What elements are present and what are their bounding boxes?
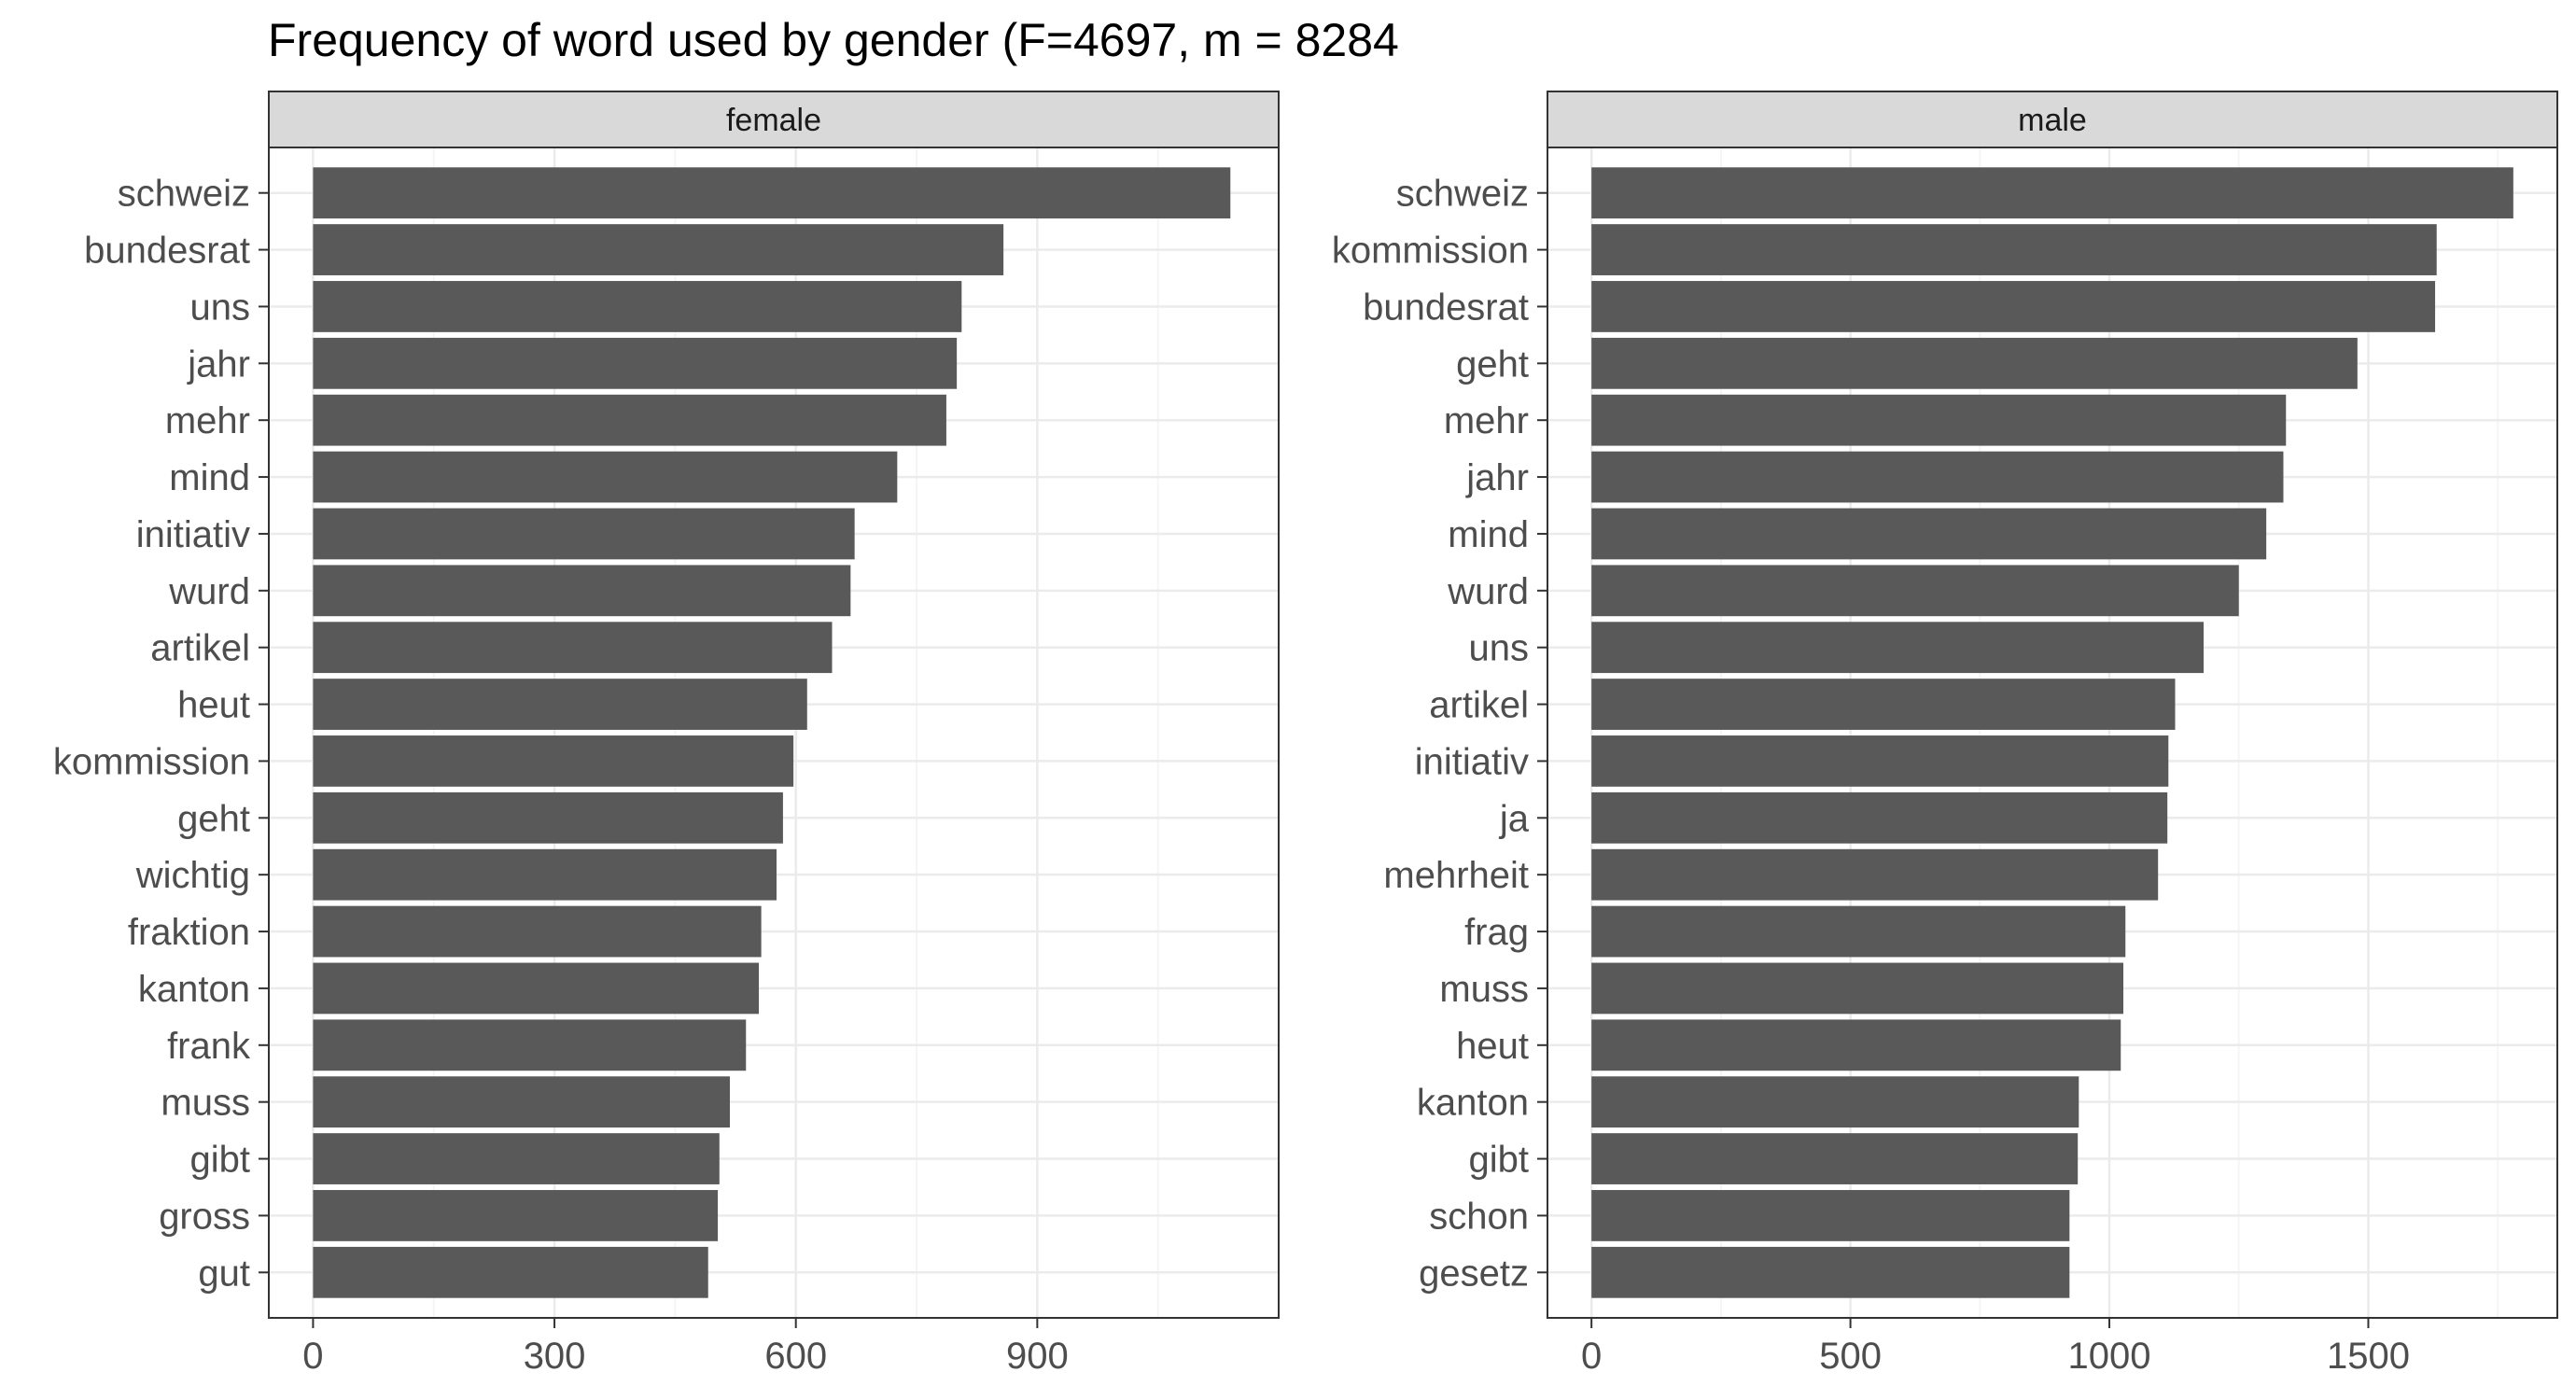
bar-heut: [1591, 1019, 2121, 1071]
category-label: schon: [1429, 1196, 1529, 1237]
x-tick-label: 0: [302, 1336, 323, 1377]
category-label: geht: [177, 798, 250, 839]
bar-gross: [313, 1190, 719, 1241]
category-label: mehr: [165, 400, 250, 441]
bar-mehr: [1591, 394, 2287, 446]
category-label: jahr: [1465, 457, 1529, 498]
bar-muss: [313, 1076, 731, 1128]
category-label: jahr: [187, 343, 250, 385]
bar-kanton: [1591, 1076, 2079, 1128]
category-label: bundesrat: [1363, 287, 1529, 328]
category-label: schweiz: [1396, 174, 1529, 215]
bar-bundesrat: [313, 224, 1004, 275]
facet-panel-male: male schweiz kommission bundesrat geht mehr ja…: [1332, 91, 2558, 1377]
category-label: kommission: [53, 741, 250, 782]
bar-uns: [1591, 622, 2205, 674]
category-label: mind: [169, 457, 250, 498]
category-label: artikel: [150, 628, 250, 669]
x-tick-label: 600: [764, 1336, 827, 1377]
x-tick-label: 0: [1581, 1336, 1602, 1377]
bar-heut: [313, 679, 807, 730]
category-label: schweiz: [118, 174, 250, 215]
bar-wichtig: [313, 848, 777, 901]
bar-frag: [1591, 905, 2126, 958]
category-label: initiativ: [1415, 741, 1529, 782]
facet-panel-female: female schweiz bundesrat uns jahr mehr mind ini…: [53, 91, 1280, 1377]
bar-ja: [1591, 791, 2168, 844]
category-label: frank: [167, 1026, 251, 1067]
bar-gesetz: [1591, 1246, 2070, 1298]
category-label: kommission: [1332, 231, 1529, 272]
category-label: fraktion: [128, 912, 250, 953]
category-label: muss: [161, 1083, 250, 1124]
category-label: gut: [198, 1253, 250, 1294]
x-tick-label: 500: [1819, 1336, 1882, 1377]
bar-uns: [313, 281, 962, 332]
bar-kommission: [1591, 224, 2437, 275]
bar-mind: [1591, 508, 2267, 560]
bar-artikel: [1591, 679, 2176, 730]
facet-strip-label: male: [2018, 103, 2087, 138]
bar-wurd: [1591, 565, 2239, 617]
category-label: gibt: [190, 1140, 251, 1181]
category-label: bundesrat: [84, 231, 250, 272]
category-label: wurd: [1447, 571, 1529, 612]
bar-geht: [1591, 337, 2358, 389]
bar-bundesrat: [1591, 281, 2436, 332]
bar-jahr: [1591, 451, 2284, 503]
bar-kommission: [313, 735, 794, 787]
bar-schweiz: [1591, 167, 2513, 219]
category-label: frag: [1464, 912, 1529, 953]
bar-kanton: [313, 962, 760, 1015]
bar-fraktion: [313, 905, 762, 958]
category-label: initiativ: [136, 514, 250, 555]
chart-title: Frequency of word used by gender (F=4697…: [268, 14, 1399, 66]
bar-frank: [313, 1019, 747, 1071]
category-label: heut: [177, 685, 250, 726]
panel-border: [1547, 147, 2558, 1319]
category-label: heut: [1456, 1026, 1529, 1067]
x-tick-label: 900: [1006, 1336, 1069, 1377]
category-label: mehrheit: [1383, 855, 1529, 896]
x-tick-label: 1000: [2068, 1336, 2151, 1377]
category-label: mehr: [1444, 400, 1529, 441]
panels-layer: female schweiz bundesrat uns jahr mehr mind ini…: [53, 91, 2558, 1377]
category-label: gross: [159, 1196, 250, 1237]
bar-mehr: [313, 394, 946, 446]
bar-muss: [1591, 962, 2124, 1015]
bar-mehrheit: [1591, 848, 2159, 901]
category-label: wichtig: [135, 855, 250, 896]
category-label: wurd: [168, 571, 250, 612]
x-tick-label: 1500: [2327, 1336, 2410, 1377]
panel-border: [268, 147, 1280, 1319]
category-label: muss: [1439, 969, 1529, 1010]
category-label: gesetz: [1419, 1253, 1529, 1294]
bar-gut: [313, 1246, 708, 1298]
bar-schon: [1591, 1190, 2070, 1241]
category-label: ja: [1499, 798, 1530, 839]
bar-schweiz: [313, 167, 1231, 219]
category-label: kanton: [1417, 1083, 1529, 1124]
bar-initiativ: [313, 508, 855, 560]
category-label: artikel: [1429, 685, 1529, 726]
facet-strip: [268, 91, 1280, 148]
category-label: gibt: [1469, 1140, 1530, 1181]
category-label: mind: [1448, 514, 1529, 555]
category-label: uns: [190, 287, 251, 328]
x-tick-label: 300: [524, 1336, 586, 1377]
bar-mind: [313, 451, 898, 503]
bar-gibt: [313, 1133, 720, 1184]
bar-initiativ: [1591, 735, 2169, 787]
category-label: kanton: [138, 969, 250, 1010]
facet-strip-label: female: [726, 103, 821, 138]
category-label: uns: [1469, 628, 1530, 669]
bar-artikel: [313, 622, 833, 674]
bar-geht: [313, 791, 783, 844]
bar-gibt: [1591, 1133, 2079, 1184]
bar-jahr: [313, 337, 958, 389]
bar-wurd: [313, 565, 851, 617]
category-label: geht: [1456, 343, 1529, 385]
